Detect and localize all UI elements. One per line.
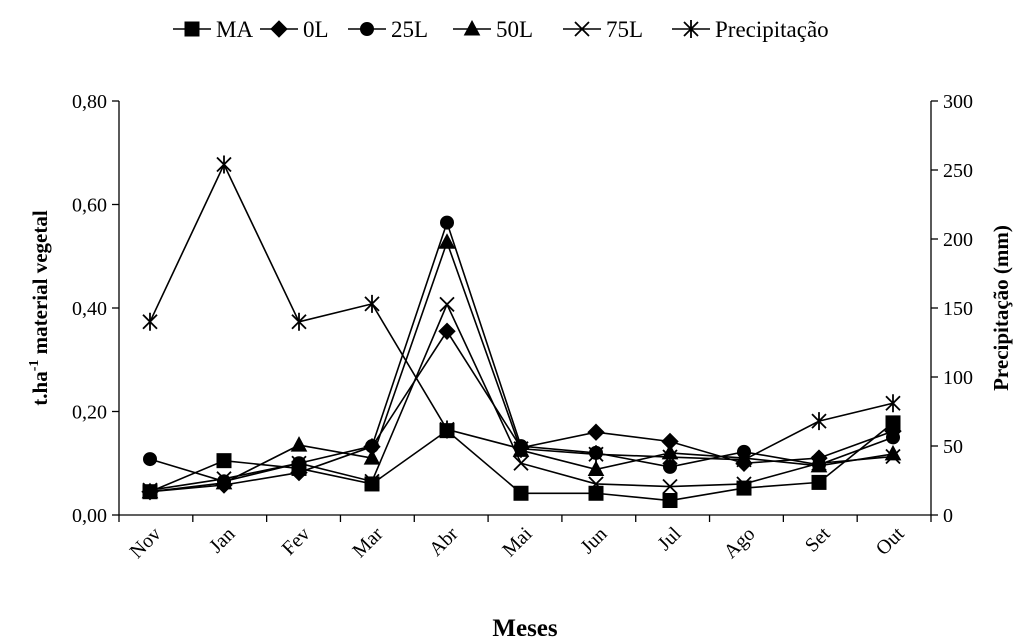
y-ticks-left: 0,00 0,20 0,40 0,60 0,80 xyxy=(72,91,119,527)
data-point xyxy=(438,233,456,249)
data-point xyxy=(291,312,307,331)
y-tick-label-right: 150 xyxy=(943,298,973,320)
legend-item-75l: 75L xyxy=(563,17,643,42)
y-ticks-right: 0 50 100 150 200 250 300 xyxy=(931,91,973,527)
y-axis-title-right: Precipitação (mm) xyxy=(989,225,1013,391)
y-tick-label-right: 100 xyxy=(943,367,973,389)
data-point xyxy=(216,453,232,469)
x-tick-label: Jul xyxy=(653,523,685,555)
data-point xyxy=(662,448,678,467)
data-point xyxy=(440,215,454,230)
x-tick-label: Ago xyxy=(720,523,760,563)
y-tick-label-right: 250 xyxy=(943,160,973,182)
y-axis-title-suffix: material vegetal xyxy=(28,210,52,359)
series-precipitação xyxy=(142,155,901,469)
data-point xyxy=(364,476,380,492)
data-point xyxy=(216,471,232,487)
x-axis-title: Meses xyxy=(492,615,558,641)
legend-label: 0L xyxy=(303,17,329,42)
legend-item-50l: 50L xyxy=(453,17,533,42)
data-point xyxy=(142,312,158,331)
legend-marker xyxy=(270,20,288,38)
data-point xyxy=(587,423,605,441)
x-tick-label: Abr xyxy=(425,523,463,561)
data-point xyxy=(884,444,902,461)
legend: MA 0L 25L 50L 75L Precipitação xyxy=(173,17,829,42)
data-point xyxy=(885,394,901,413)
x-tick-label: Jan xyxy=(205,523,239,557)
data-point xyxy=(662,478,678,495)
data-point xyxy=(587,460,605,476)
data-point xyxy=(588,476,604,492)
data-point xyxy=(363,449,381,465)
data-point xyxy=(736,450,752,469)
legend-label: 25L xyxy=(391,17,428,42)
x-tick-label: Mar xyxy=(348,523,387,562)
series-line xyxy=(149,162,894,461)
legend-marker xyxy=(574,21,590,37)
legend-label: Precipitação xyxy=(715,17,829,42)
y-tick-label-right: 300 xyxy=(943,91,973,113)
data-point xyxy=(811,474,827,490)
series-50l xyxy=(141,233,902,499)
data-point xyxy=(290,436,308,452)
x-tick-label: Set xyxy=(801,523,835,557)
legend-marker xyxy=(184,21,200,37)
data-point xyxy=(364,473,380,489)
data-point xyxy=(513,485,529,501)
legend-item-ma: MA xyxy=(173,17,253,42)
data-point xyxy=(364,294,380,313)
y-axis-title-prefix: t.ha xyxy=(28,371,52,406)
data-point xyxy=(439,420,455,439)
series-layer xyxy=(141,155,902,509)
data-point xyxy=(142,482,158,498)
y-tick-label-left: 0,40 xyxy=(72,298,107,320)
y-tick-label-right: 0 xyxy=(943,505,953,527)
data-point xyxy=(291,455,307,471)
data-point xyxy=(216,155,232,174)
legend-label: MA xyxy=(216,17,253,42)
legend-marker xyxy=(463,19,481,36)
data-point xyxy=(439,296,455,313)
data-point xyxy=(588,445,604,464)
data-point xyxy=(143,452,157,467)
legend-marker xyxy=(683,20,699,38)
data-point xyxy=(886,430,900,445)
y-tick-label-right: 50 xyxy=(943,436,963,458)
y-axis-title-left: t.ha-1 material vegetal xyxy=(27,210,52,406)
data-point xyxy=(736,476,752,492)
legend-label: 50L xyxy=(496,17,533,42)
series-line xyxy=(149,329,894,493)
y-tick-label-left: 0,00 xyxy=(72,505,107,527)
data-point xyxy=(811,412,827,431)
x-tick-label: Mai xyxy=(498,523,537,562)
legend-item-precipitação: Precipitação xyxy=(672,17,829,42)
legend-label: 75L xyxy=(606,17,643,42)
legend-item-0l: 0L xyxy=(260,17,329,42)
series-75l xyxy=(142,296,901,498)
y-tick-label-left: 0,20 xyxy=(72,402,107,424)
x-tick-label: Nov xyxy=(126,523,166,563)
data-point xyxy=(885,448,901,465)
data-point xyxy=(513,455,529,471)
data-point xyxy=(513,439,529,458)
x-tick-label: Out xyxy=(872,523,909,560)
x-tick-label: Fev xyxy=(278,523,315,560)
data-point xyxy=(662,493,678,509)
legend-marker xyxy=(360,22,374,36)
y-axis-title-superscript: -1 xyxy=(27,360,42,372)
data-point xyxy=(588,485,604,501)
legend-item-25l: 25L xyxy=(348,17,428,42)
x-ticks: Nov Jan Fev Mar Abr Mai Jun Jul Ago Set Out xyxy=(118,515,932,563)
x-tick-label: Jun xyxy=(576,523,611,558)
data-point xyxy=(811,455,827,471)
data-point xyxy=(438,322,456,340)
y-tick-label-left: 0,60 xyxy=(72,195,107,217)
y-tick-label-right: 200 xyxy=(943,229,973,251)
y-tick-label-left: 0,80 xyxy=(72,91,107,113)
